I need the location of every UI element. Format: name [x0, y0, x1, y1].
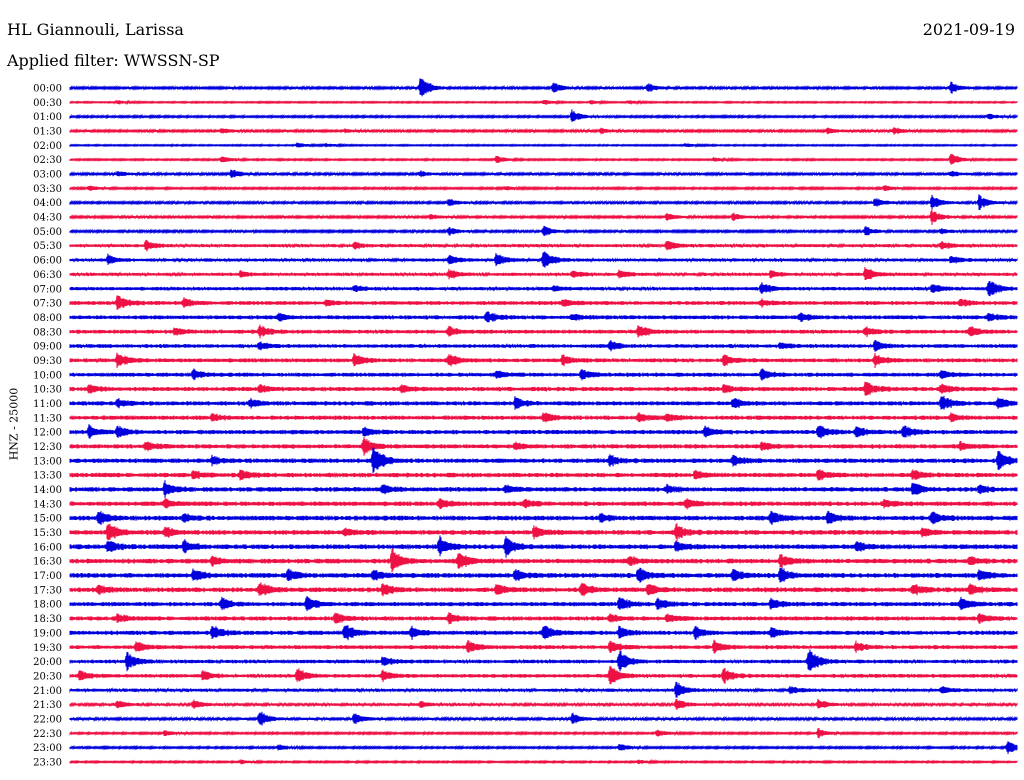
time-tick-label: 11:00	[33, 399, 62, 410]
time-tick-label: 20:30	[33, 671, 62, 682]
time-tick-label: 00:00	[33, 84, 62, 95]
time-tick-label: 12:00	[33, 428, 62, 439]
seismic-trace	[69, 424, 1018, 439]
time-tick-label: 23:30	[33, 757, 62, 768]
time-tick-label: 03:00	[33, 170, 62, 181]
time-tick-label: 11:30	[33, 413, 62, 424]
time-tick-label: 14:00	[33, 485, 62, 496]
seismic-trace	[69, 649, 1018, 672]
time-tick-labels: 00:00 00:30 01:00 01:30 02:00 02:30 03:00 03:30…	[33, 84, 62, 769]
time-tick-label: 17:00	[33, 571, 62, 582]
filter-subtitle: Applied filter: WWSSN-SP	[7, 51, 220, 70]
time-tick-label: 05:30	[33, 241, 62, 252]
time-tick-label: 01:30	[33, 127, 62, 138]
time-tick-label: 21:00	[33, 686, 62, 697]
time-tick-label: 06:30	[33, 270, 62, 281]
time-tick-label: 18:00	[33, 600, 62, 611]
time-tick-label: 17:30	[33, 585, 62, 596]
time-tick-label: 13:30	[33, 471, 62, 482]
station-title: HL Giannouli, Larissa	[7, 20, 184, 39]
time-tick-label: 21:30	[33, 700, 62, 711]
time-tick-label: 20:00	[33, 657, 62, 668]
time-tick-label: 06:00	[33, 256, 62, 267]
time-tick-label: 15:00	[33, 514, 62, 525]
time-tick-label: 16:30	[33, 557, 62, 568]
time-tick-label: 00:30	[33, 98, 62, 109]
time-tick-label: 01:00	[33, 112, 62, 123]
time-tick-label: 14:30	[33, 499, 62, 510]
time-tick-label: 09:00	[33, 342, 62, 353]
time-tick-label: 19:00	[33, 628, 62, 639]
time-tick-label: 07:30	[33, 299, 62, 310]
date-label: 2021-09-19	[922, 20, 1015, 39]
time-tick-label: 02:00	[33, 141, 62, 152]
time-tick-label: 23:00	[33, 743, 62, 754]
seismic-trace	[69, 639, 1018, 654]
seismic-traces	[69, 78, 1018, 765]
time-tick-label: 05:00	[33, 227, 62, 238]
time-tick-label: 02:30	[33, 155, 62, 166]
time-tick-label: 16:00	[33, 542, 62, 553]
time-tick-label: 04:00	[33, 198, 62, 209]
time-tick-label: 08:00	[33, 313, 62, 324]
seismic-trace	[69, 109, 1018, 123]
time-tick-label: 13:00	[33, 456, 62, 467]
seismic-trace	[69, 625, 1018, 641]
time-tick-label: 15:30	[33, 528, 62, 539]
time-tick-label: 22:00	[33, 714, 62, 725]
time-tick-label: 18:30	[33, 614, 62, 625]
time-tick-label: 10:30	[33, 385, 62, 396]
time-tick-label: 22:30	[33, 729, 62, 740]
seismic-trace	[69, 266, 1018, 281]
time-tick-label: 19:30	[33, 643, 62, 654]
time-tick-label: 03:30	[33, 184, 62, 195]
time-tick-label: 12:30	[33, 442, 62, 453]
time-tick-label: 04:30	[33, 213, 62, 224]
time-tick-label: 08:30	[33, 327, 62, 338]
seismic-trace	[69, 665, 1018, 685]
time-tick-label: 07:00	[33, 284, 62, 295]
time-tick-label: 09:30	[33, 356, 62, 367]
time-tick-label: 10:00	[33, 370, 62, 381]
